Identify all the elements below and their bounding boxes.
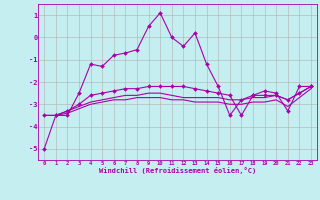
X-axis label: Windchill (Refroidissement éolien,°C): Windchill (Refroidissement éolien,°C) <box>99 167 256 174</box>
